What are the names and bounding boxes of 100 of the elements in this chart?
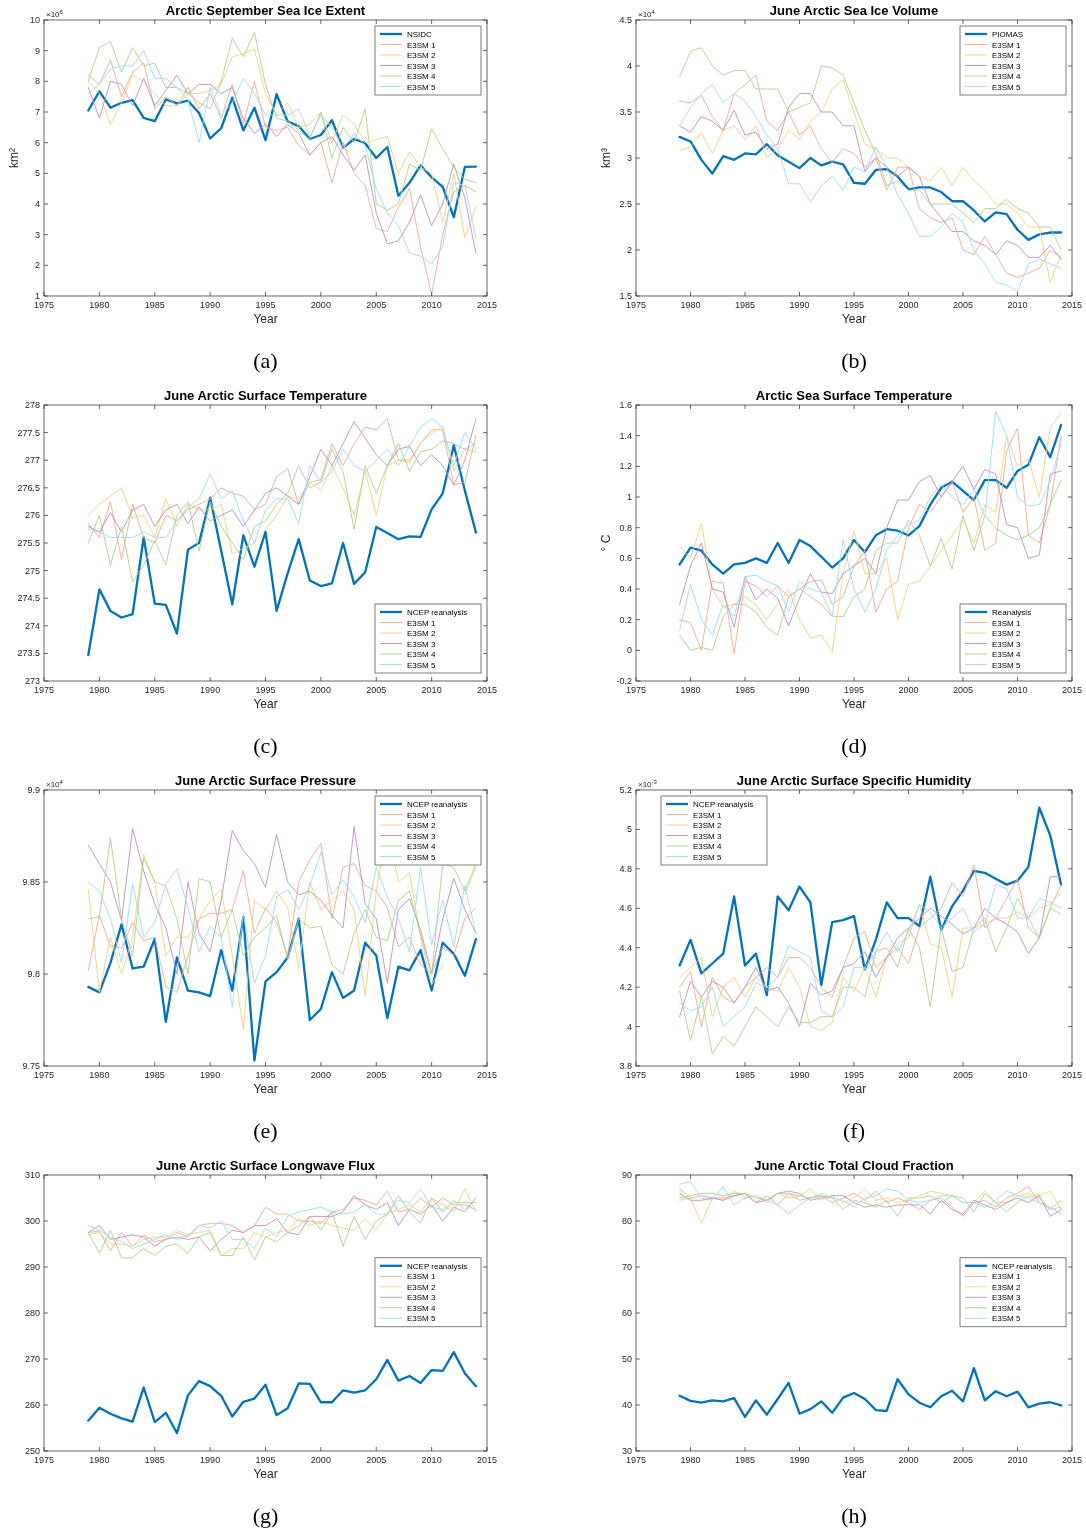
legend-label: E3SM 3 [407,831,437,841]
legend-label: E3SM 1 [992,618,1022,628]
legend-label: E3SM 1 [693,810,723,820]
x-tick-label: 2015 [1061,1455,1083,1465]
legend-label: E3SM 5 [407,82,437,92]
x-tick-label: 2015 [476,1070,498,1080]
line-series [87,440,477,583]
text: ×10$^{6}$ [46,9,64,19]
text: (a) [253,348,278,373]
legend-label: NCEP reanalysis [992,1261,1053,1271]
y-axis-title: km³ [599,148,613,168]
x-tick-label: 1995 [843,685,865,695]
legend-label: NCEP reanalysis [407,1261,468,1271]
x-tick-label: 1995 [843,1455,865,1465]
x-tick-label: 1990 [789,1455,810,1465]
x-axis-title: Year [253,1082,278,1096]
y-tick-label: 60 [621,1308,632,1318]
y-tick-label: 3 [626,153,632,163]
y-tick-label: 4.4 [619,942,632,953]
legend-label: E3SM 1 [407,1272,437,1282]
legend-label: E3SM 5 [407,660,437,670]
y-tick-label: 5 [626,824,632,835]
x-tick-label: 2005 [952,1455,974,1465]
y-tick-label: 2 [34,260,40,271]
y-tick-label: 277.5 [17,427,40,438]
x-tick-label: 1990 [200,685,221,695]
y-tick-label: 9.9 [27,785,40,795]
x-tick-label: 1985 [144,1455,165,1465]
line-series [679,93,1062,260]
legend-label: E3SM 1 [407,618,437,628]
y-tick-label: 280 [24,1308,40,1318]
x-tick-label: 1980 [680,685,701,695]
y-tick-label: 6 [34,137,40,148]
y-tick-label: 80 [621,1216,632,1226]
legend-label: E3SM 5 [693,852,723,862]
y-tick-label: 9.75 [22,1061,40,1071]
y-tick-label: 5 [34,168,40,179]
legend-label: E3SM 4 [407,842,437,851]
x-axis-title: Year [841,1467,867,1481]
y-tick-label: 4.5 [619,15,632,25]
line-series [87,59,477,295]
x-tick-label: 1980 [680,1070,701,1080]
x-tick-label: 1995 [255,1070,276,1080]
text: (f) [843,1118,865,1143]
y-tick-label: 4.2 [619,982,632,993]
legend-label: NSIDC [407,30,433,39]
x-tick-label: 2015 [476,685,498,695]
chart-title: June Arctic Total Cloud Fraction [754,1158,954,1173]
x-axis-title: Year [841,312,867,326]
x-tick-label: 1985 [734,1455,756,1465]
legend-label: NCEP reanalysis [407,608,468,617]
chart-title: June Arctic Sea Ice Volume [769,3,939,18]
legend-label: E3SM 4 [693,842,723,851]
text: (h) [841,1503,867,1528]
x-tick-label: 2000 [898,300,919,310]
x-tick-label: 1980 [89,685,110,695]
x-tick-label: 2000 [310,300,331,310]
legend-label: E3SM 5 [407,852,437,862]
line-series [87,444,478,657]
legend-label: E3SM 2 [407,629,437,638]
legend-label: E3SM 4 [407,72,437,81]
y-tick-label: 273 [24,676,40,686]
y-tick-label: 0 [626,645,632,656]
x-tick-label: 2000 [310,1455,331,1465]
x-tick-label: 1990 [789,685,810,695]
y-tick-label: 4 [626,1021,632,1032]
x-tick-label: 2015 [476,300,498,310]
text: ×10$^{4}$ [46,779,64,789]
x-tick-label: 1990 [789,300,810,310]
legend-label: E3SM 5 [992,82,1022,92]
y-tick-label: 1 [34,291,40,301]
y-tick-label: 3.8 [619,1061,632,1071]
y-tick-label: 50 [621,1354,632,1364]
x-tick-label: 2010 [421,300,442,310]
x-tick-label: 2000 [898,1455,919,1465]
x-tick-label: 2010 [1007,685,1028,695]
line-series [87,90,478,219]
x-tick-label: 2010 [421,685,442,695]
legend-label: E3SM 2 [992,629,1022,638]
x-tick-label: 1980 [89,1070,110,1080]
legend-label: E3SM 1 [992,40,1022,50]
chart-title: Arctic Sea Surface Temperature [755,388,953,403]
x-tick-label: 1995 [255,1455,276,1465]
x-tick-label: 1975 [33,1070,55,1080]
legend-label: E3SM 2 [992,1282,1022,1292]
y-tick-label: 277 [24,455,40,466]
legend-label: E3SM 4 [992,1303,1022,1313]
x-tick-label: 1995 [843,300,865,310]
legend-label: Reanalysis [992,608,1032,617]
y-tick-label: 1.2 [619,461,632,472]
x-tick-label: 1975 [625,300,647,310]
y-tick-label: 3.5 [619,107,632,117]
line-series [87,915,478,1062]
y-axis-title: ° C [599,534,613,552]
legend-label: E3SM 5 [992,1314,1022,1324]
text: (d) [841,733,867,758]
legend-label: E3SM 5 [407,1314,437,1324]
x-tick-label: 2005 [952,300,974,310]
y-tick-label: 4 [34,199,40,209]
x-tick-label: 2005 [366,300,387,310]
